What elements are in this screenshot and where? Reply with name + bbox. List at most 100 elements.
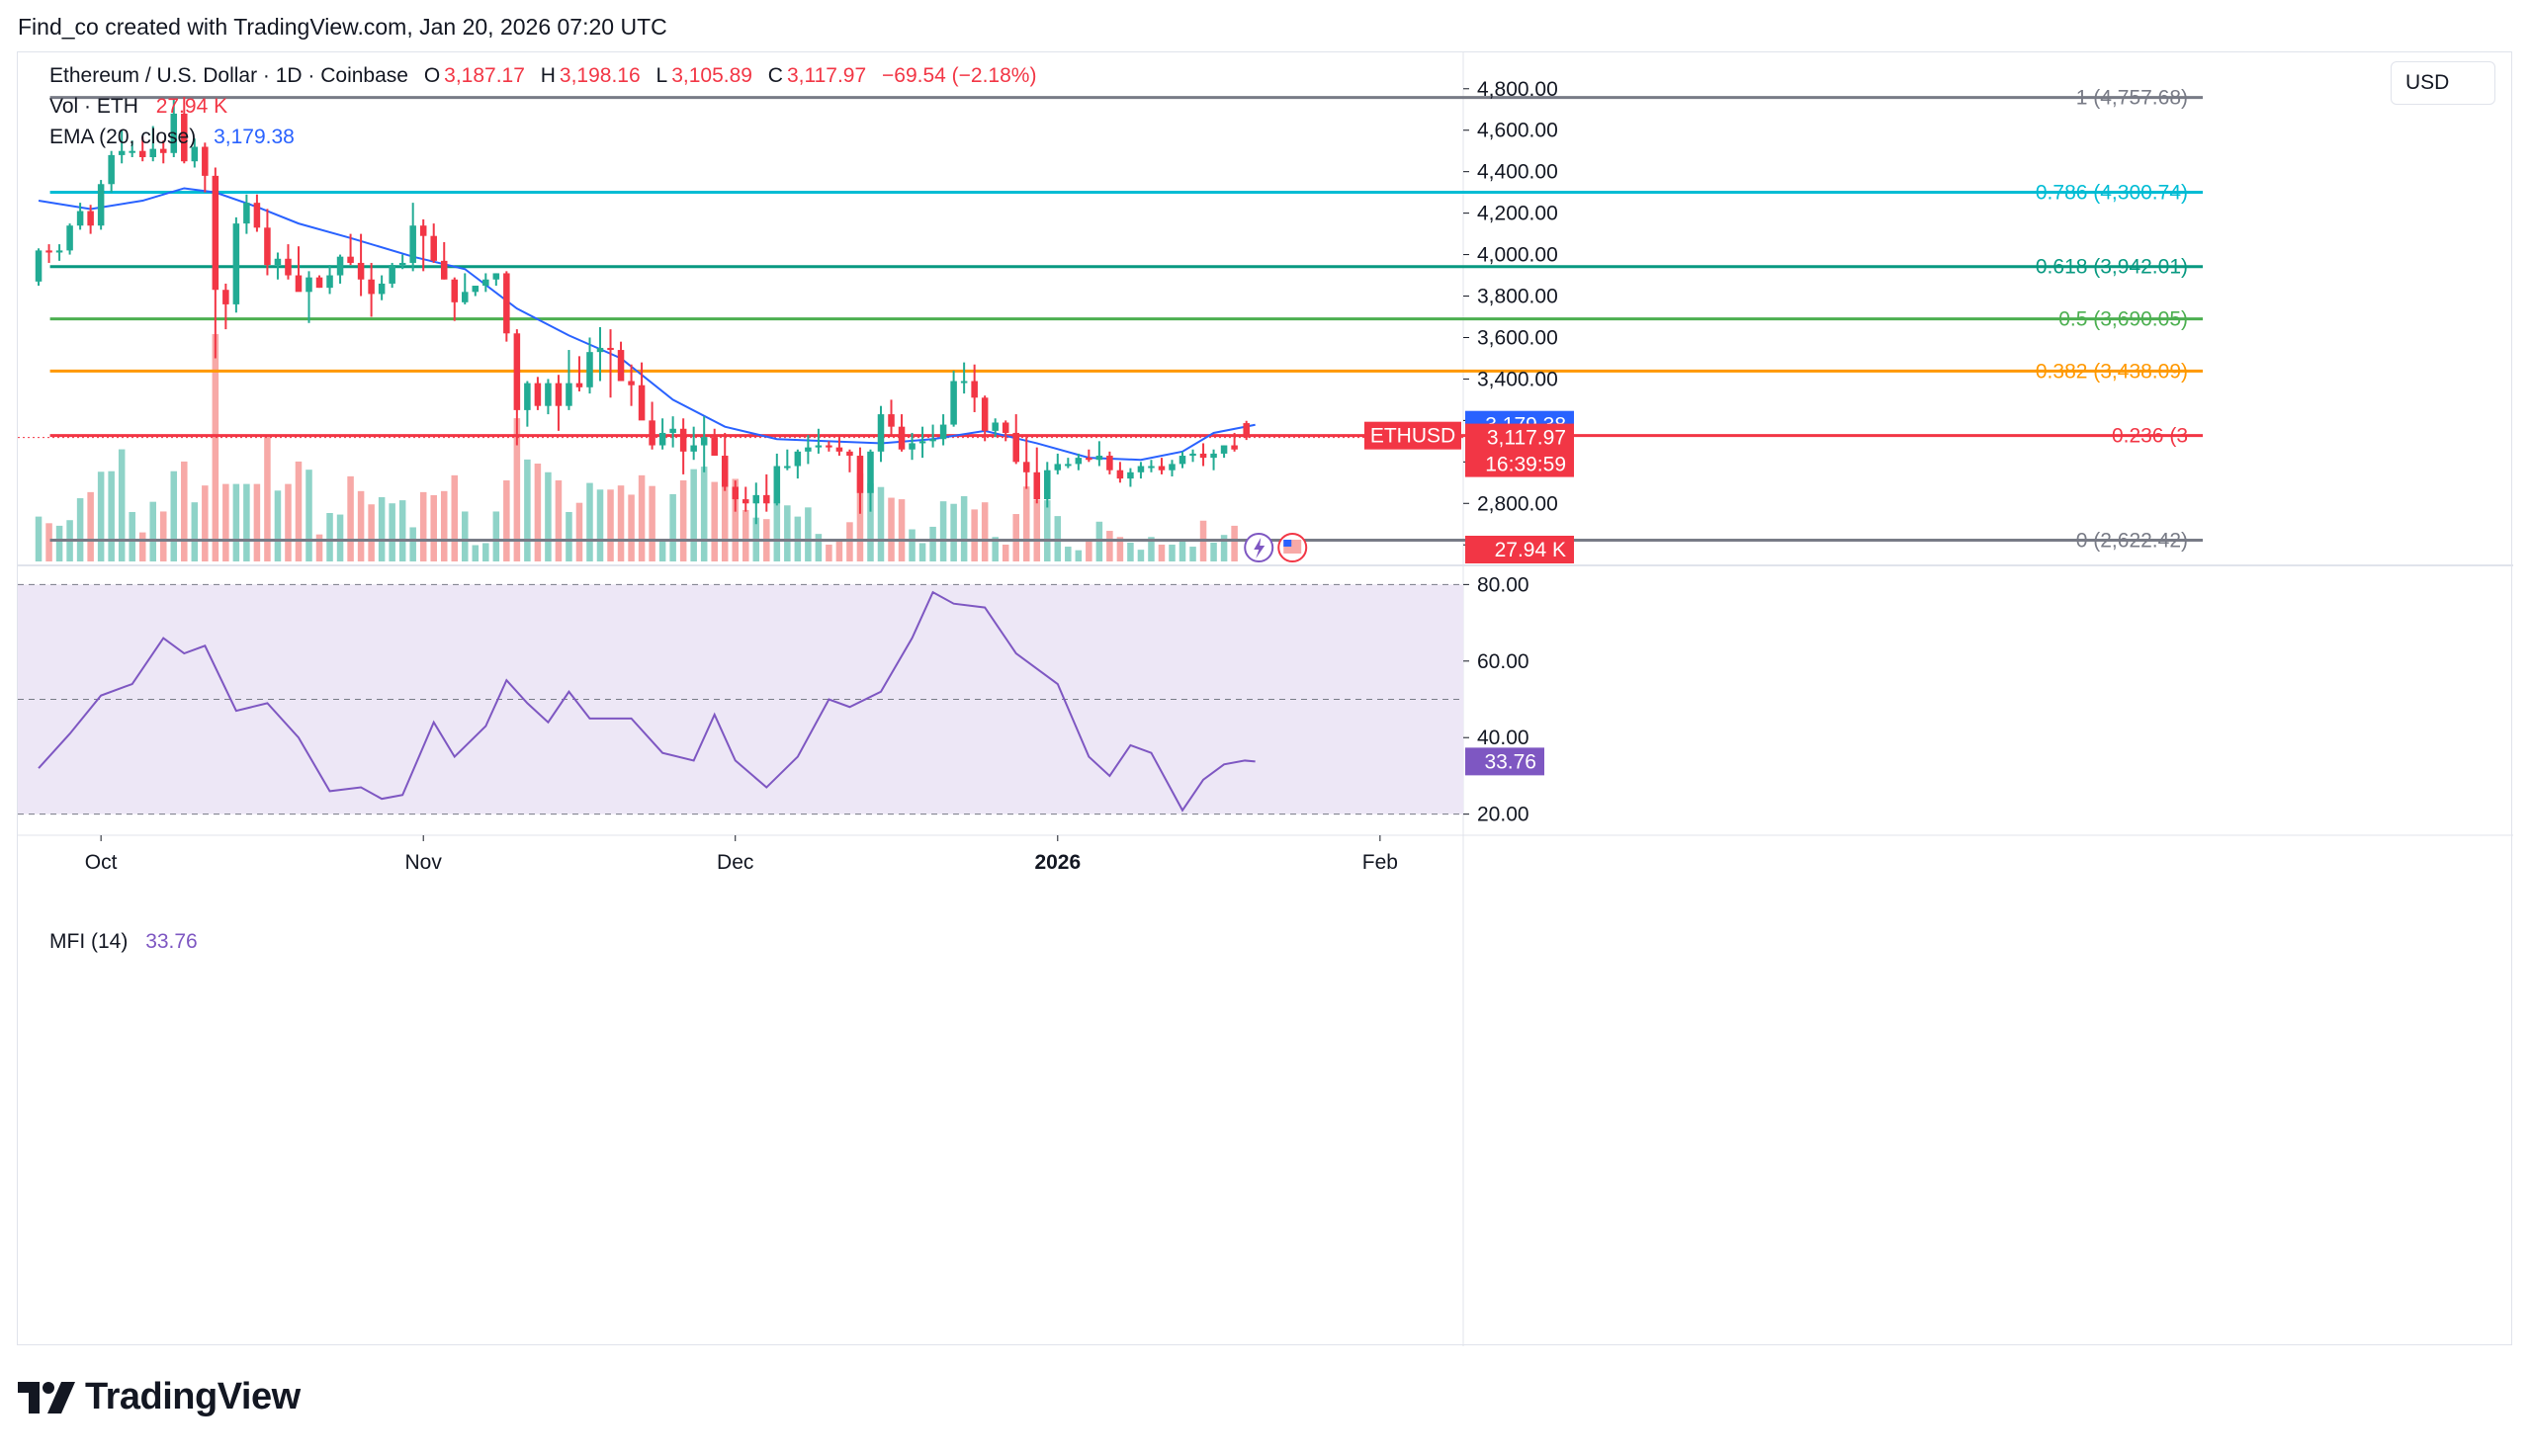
- candle: [752, 482, 760, 525]
- candle-body: [1243, 423, 1250, 438]
- volume-bar: [472, 545, 480, 561]
- candle: [867, 449, 874, 512]
- candle: [243, 194, 250, 234]
- volume-bar: [1148, 537, 1155, 561]
- legend-ema-value: 3,179.38: [214, 126, 295, 148]
- candle: [87, 205, 94, 234]
- time-tick-label: Dec: [717, 851, 753, 874]
- candle-body: [232, 223, 240, 304]
- volume-bar: [1169, 544, 1176, 561]
- volume-bar: [742, 509, 749, 561]
- volume-bar: [202, 485, 209, 561]
- current-price-badge: 3,117.97 16:39:59: [1465, 423, 1574, 477]
- legend-ema-label[interactable]: EMA (20, close): [49, 126, 197, 148]
- candle: [658, 418, 666, 450]
- candle: [971, 364, 978, 412]
- volume-bar: [440, 490, 448, 561]
- legend-row-volume[interactable]: Vol · ETH 27.94 K: [49, 95, 231, 119]
- volume-bar: [181, 461, 188, 561]
- volume-bar: [534, 463, 542, 561]
- candle-body: [222, 290, 229, 304]
- candle: [700, 416, 708, 472]
- candle-body: [1044, 470, 1051, 500]
- legend-row-mfi[interactable]: MFI (14) 33.76: [49, 930, 202, 954]
- currency-button[interactable]: USD: [2391, 61, 2495, 105]
- candle-body: [1231, 445, 1238, 450]
- candle-body: [357, 262, 365, 280]
- candle: [159, 140, 167, 164]
- candle-body: [534, 383, 542, 406]
- legend-symbol[interactable]: Ethereum / U.S. Dollar · 1D · Coinbase: [49, 64, 408, 87]
- chart-canvas[interactable]: 1 (4,757.68) 0.786 (4,300.74) 0.618 (3,942…: [18, 52, 2513, 1346]
- chart-credit: Find_co created with TradingView.com, Ja…: [18, 14, 667, 40]
- candle-body: [1137, 466, 1145, 472]
- candle-body: [1220, 445, 1228, 454]
- candle-body: [1012, 432, 1019, 463]
- brand-logo[interactable]: TradingView: [18, 1376, 301, 1418]
- candle: [398, 254, 406, 270]
- legend-volume-label[interactable]: Vol · ETH: [49, 95, 138, 118]
- candle: [253, 194, 261, 232]
- volume-bar: [867, 483, 874, 561]
- volume-bar: [846, 522, 853, 561]
- candle: [274, 252, 282, 280]
- volume-bar: [326, 513, 333, 561]
- candle: [191, 138, 199, 168]
- volume-bar: [347, 475, 354, 561]
- volume-bar: [607, 489, 614, 561]
- fib-label-1: 1 (4,757.68): [2076, 87, 2188, 110]
- volume-bar: [253, 483, 261, 561]
- mfi-badge: 33.76: [1465, 747, 1544, 776]
- legend-row-symbol[interactable]: Ethereum / U.S. Dollar · 1D · Coinbase O…: [49, 64, 1040, 88]
- candle-body: [679, 428, 687, 452]
- candle: [846, 449, 853, 472]
- candle: [1148, 460, 1155, 472]
- chart-frame[interactable]: 1 (4,757.68) 0.786 (4,300.74) 0.618 (3,942…: [17, 51, 2513, 1346]
- candle-body: [129, 150, 135, 153]
- volume-bar: [575, 502, 583, 561]
- candle-body: [826, 445, 832, 448]
- legend-close-label: C: [767, 64, 783, 87]
- volume-bar: [1189, 547, 1196, 561]
- candle-body: [711, 437, 718, 457]
- candle: [1065, 458, 1072, 469]
- legend-mfi-label[interactable]: MFI (14): [49, 930, 129, 953]
- candle: [742, 486, 749, 512]
- candle: [617, 341, 625, 382]
- candle: [212, 167, 219, 359]
- legend-volume-value: 27.94 K: [155, 95, 228, 118]
- volume-bar: [138, 532, 146, 561]
- candle-current: [1243, 420, 1250, 441]
- volume-bar: [1178, 539, 1186, 561]
- candle: [888, 399, 895, 436]
- candle-body: [835, 447, 843, 452]
- volume-bar: [596, 489, 604, 561]
- candle-body: [76, 211, 84, 226]
- candle-body: [1158, 466, 1166, 471]
- volume-bar: [1116, 537, 1124, 561]
- mfi-tick-label: 20.00: [1477, 804, 1529, 826]
- candle: [566, 350, 572, 410]
- candle: [555, 375, 563, 431]
- volume-bar: [462, 511, 469, 561]
- volume-bar: [170, 471, 178, 561]
- candle-body: [1106, 456, 1113, 471]
- price-tick-label: 4,800.00: [1477, 78, 1558, 101]
- candle: [638, 362, 646, 421]
- candle-body: [1199, 453, 1207, 459]
- candle: [462, 273, 469, 304]
- candle: [596, 326, 604, 382]
- candle-body: [285, 258, 292, 276]
- volume-bar: [981, 502, 989, 561]
- legend-low-label: L: [655, 64, 668, 87]
- candle: [1044, 462, 1051, 508]
- candle-body: [1169, 464, 1176, 471]
- fib-label-0: 0 (2,622.42): [2076, 530, 2188, 553]
- volume-bar: [586, 482, 593, 561]
- candle: [1116, 462, 1124, 483]
- legend-row-ema[interactable]: EMA (20, close) 3,179.38: [49, 126, 299, 149]
- candle: [347, 233, 354, 266]
- candle: [378, 275, 386, 300]
- candle: [419, 218, 427, 272]
- volume-bar: [784, 505, 791, 561]
